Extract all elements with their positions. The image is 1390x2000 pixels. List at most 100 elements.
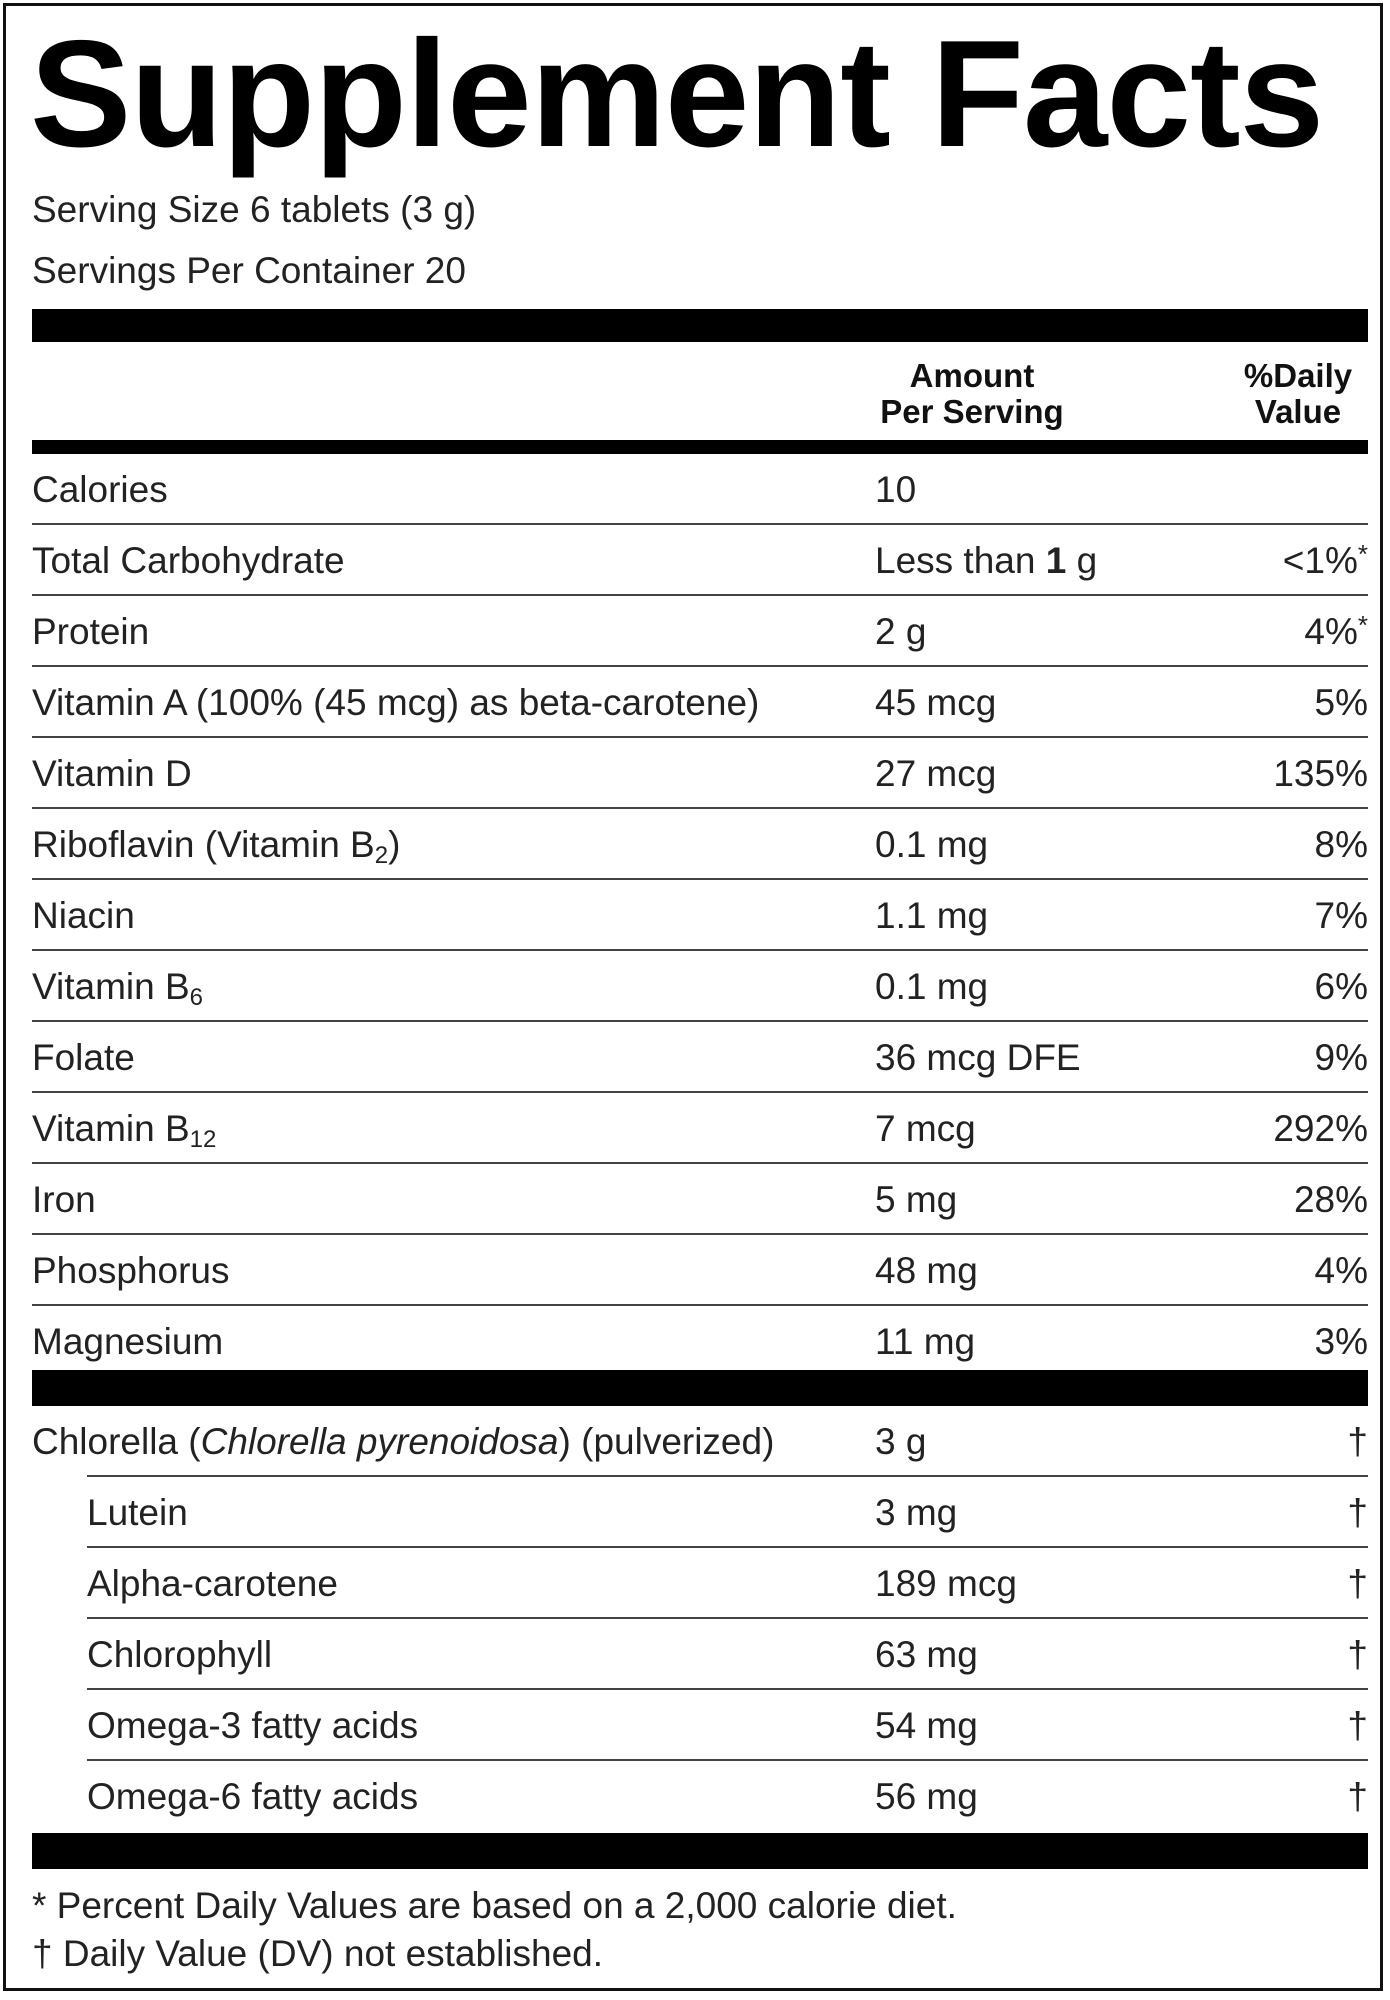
nutrient-name: Vitamin B6 [32,951,203,1022]
blend-name-suffix: ) (pulverized) [558,1421,775,1462]
nutrient-daily-value: 28% [1294,1164,1368,1235]
nutrient-name-text: Folate [32,1037,135,1078]
nutrient-name: Magnesium [32,1306,223,1377]
nutrient-row: Phosphorus 48 mg 4% [32,1235,1368,1306]
row-divider [87,1546,1368,1548]
footnote-daily-values: * Percent Daily Values are based on a 2,… [32,1885,957,1926]
nutrient-row: Niacin 1.1 mg 7% [32,880,1368,951]
nutrient-name: Vitamin B12 [32,1093,216,1164]
amount-bold: 1 [1045,540,1067,581]
nutrient-name-text: Vitamin D [32,753,192,794]
nutrient-daily-value: 6% [1315,951,1368,1022]
nutrient-daily-value: 3% [1315,1306,1368,1377]
component-amount: 63 mg [875,1634,978,1675]
daily-value-text: 7% [1314,895,1368,936]
panel-title: Supplement Facts [30,9,1324,179]
component-name: Omega-6 fatty acids [87,1776,419,1817]
nutrient-daily-value: 292% [1273,1093,1368,1164]
row-divider [32,594,1368,596]
nutrient-row: Protein 2 g 4%* [32,596,1368,667]
nutrient-name-subscript: 6 [189,984,204,1011]
nutrient-row: Folate 36 mcg DFE 9% [32,1022,1368,1093]
footnote-dv-not-established: † Daily Value (DV) not established. [32,1933,604,1974]
nutrient-name: Vitamin D [32,738,192,809]
daily-value-text: 292% [1273,1108,1368,1149]
daily-value-header: %Daily Value [1228,358,1368,430]
dagger-mark: † [1347,1421,1368,1462]
nutrient-name-subscript: 2 [374,842,389,869]
row-divider [32,1020,1368,1022]
row-divider [32,1091,1368,1093]
nutrient-daily-value: 8% [1315,809,1368,880]
blend-name-prefix: Chlorella ( [32,1421,201,1462]
row-divider [32,878,1368,880]
nutrient-name-subscript: 12 [189,1126,217,1153]
row-divider [87,1688,1368,1690]
row-divider [32,949,1368,951]
nutrient-row: Vitamin A (100% (45 mcg) as beta-caroten… [32,667,1368,738]
daily-value-text: 6% [1314,966,1368,1007]
thick-divider [32,1370,1368,1406]
nutrient-row: Total Carbohydrate Less than 1 g <1%* [32,525,1368,596]
nutrient-amount: 48 mg [875,1250,978,1291]
nutrient-daily-value: 4%* [1304,596,1368,667]
row-divider [32,665,1368,667]
dagger-mark: † [1347,1492,1368,1533]
nutrient-name-text: Protein [32,611,150,652]
nutrient-row: Vitamin D 27 mcg 135% [32,738,1368,809]
nutrient-name: Riboflavin (Vitamin B2) [32,809,400,880]
daily-value-asterisk: * [1357,610,1368,640]
dagger-mark: † [1347,1634,1368,1675]
daily-value-text: 28% [1293,1179,1368,1220]
row-divider [32,1162,1368,1164]
nutrient-name: Phosphorus [32,1235,229,1306]
nutrient-row: Calories 10 [32,454,1368,525]
nutrient-daily-value: 135% [1273,738,1368,809]
nutrient-amount: Less than 1 g [875,525,1097,596]
header-amount-line1: Amount [909,357,1035,394]
row-divider [87,1475,1368,1477]
row-divider [32,1304,1368,1306]
dagger-mark: † [1347,1563,1368,1604]
amount-per-serving-header: Amount Per Serving [852,358,1092,430]
servings-per-container: Servings Per Container 20 [32,250,466,291]
nutrient-name: Protein [32,596,149,667]
daily-value-text: 135% [1273,753,1368,794]
nutrient-name: Total Carbohydrate [32,525,345,596]
nutrient-name-suffix: ) [388,824,401,865]
component-amount: 54 mg [875,1705,978,1746]
daily-value-text: 4% [1314,1250,1368,1291]
amount-suffix: g [1066,540,1098,581]
nutrient-name: Calories [32,454,168,525]
nutrient-amount: 0.1 mg [875,966,989,1007]
nutrient-name-text: Riboflavin (Vitamin B [32,824,375,865]
amount-prefix: Less than [875,540,1046,581]
nutrient-name: Iron [32,1164,96,1235]
blend-name: Chlorella (Chlorella pyrenoidosa) (pulve… [32,1406,774,1477]
blend-name-italic: Chlorella pyrenoidosa [200,1421,559,1462]
nutrient-daily-value: 5% [1315,667,1368,738]
nutrient-amount: 7 mcg [875,1108,976,1149]
component-name: Lutein [87,1492,188,1533]
header-dv-line1: %Daily [1243,357,1353,394]
nutrient-name-text: Phosphorus [32,1250,230,1291]
nutrient-daily-value: <1%* [1283,525,1368,596]
row-divider [32,1233,1368,1235]
nutrient-name-text: Magnesium [32,1321,224,1362]
daily-value-text: 3% [1314,1321,1368,1362]
nutrient-row: Riboflavin (Vitamin B2) 0.1 mg 8% [32,809,1368,880]
daily-value-text: <1% [1282,540,1358,581]
nutrient-name-text: Iron [32,1179,96,1220]
daily-value-text: 4% [1304,611,1358,652]
row-divider [32,523,1368,525]
blend-component-row: Chlorophyll 63 mg † [32,1619,1368,1690]
nutrient-row: Iron 5 mg 28% [32,1164,1368,1235]
serving-size: Serving Size 6 tablets (3 g) [32,189,477,230]
row-divider [87,1617,1368,1619]
blend-row: Chlorella (Chlorella pyrenoidosa) (pulve… [32,1406,1368,1477]
header-dv-line2: Value [1254,393,1342,430]
component-amount: 56 mg [875,1776,978,1817]
nutrient-daily-value: 4% [1315,1235,1368,1306]
nutrient-amount: 10 [875,469,917,510]
nutrient-amount: 27 mcg [875,753,997,794]
